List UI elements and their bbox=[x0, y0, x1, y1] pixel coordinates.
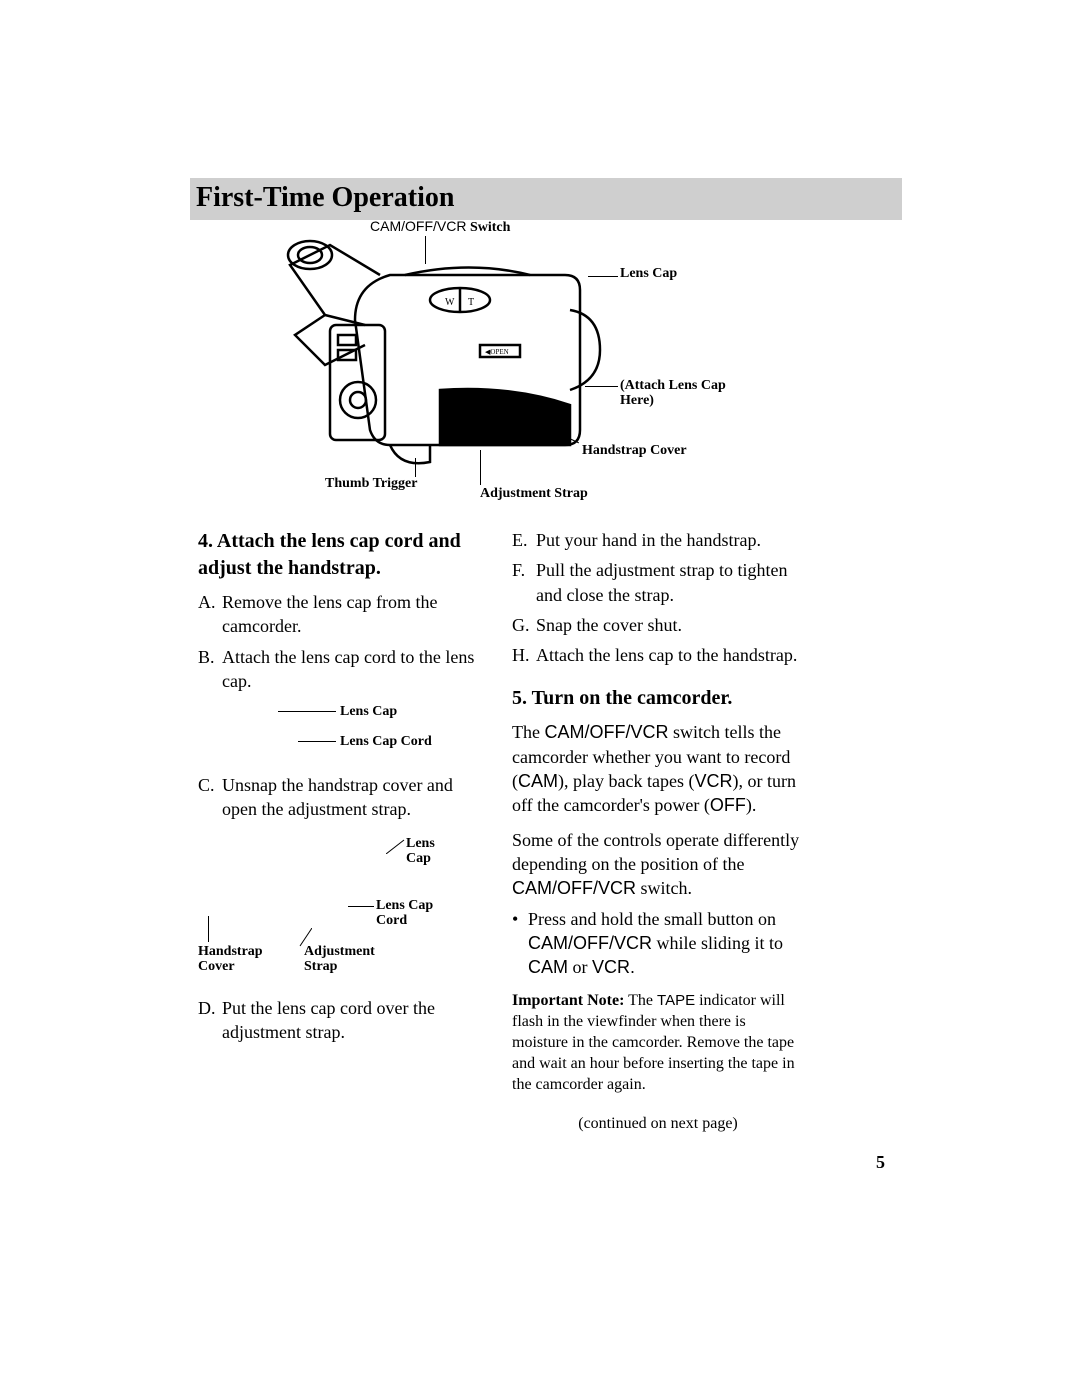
mini2-handstrap-cover: Handstrap Cover bbox=[198, 944, 263, 975]
leader-line bbox=[588, 276, 618, 277]
camcorder-illustration: W T ◀OPEN bbox=[270, 230, 630, 490]
svg-text:◀OPEN: ◀OPEN bbox=[485, 348, 509, 356]
svg-text:T: T bbox=[468, 297, 474, 308]
leader-line bbox=[298, 928, 312, 948]
mini-diagram-1: Lens Cap Lens Cap Cord bbox=[198, 703, 490, 773]
leader-line bbox=[348, 906, 374, 907]
continued-note: (continued on next page) bbox=[512, 1113, 804, 1135]
callout-handstrap-cover: Handstrap Cover bbox=[582, 443, 687, 460]
leader-line bbox=[585, 386, 618, 387]
leader-line bbox=[415, 458, 416, 476]
mini1-lens-cap: Lens Cap bbox=[340, 703, 397, 722]
page-number: 5 bbox=[876, 1152, 885, 1173]
important-note: Important Note: The TAPE indicator will … bbox=[512, 991, 804, 1095]
section-title: First-Time Operation bbox=[196, 182, 896, 214]
step-4f: F. Pull the adjustment strap to tighten … bbox=[512, 558, 804, 607]
step-4e: E. Put your hand in the handstrap. bbox=[512, 528, 804, 552]
right-column: E. Put your hand in the handstrap. F. Pu… bbox=[512, 528, 804, 1135]
mini2-lens-cap-cord: Lens Cap Cord bbox=[376, 898, 433, 929]
step5-bullet: • Press and hold the small button on CAM… bbox=[512, 907, 804, 980]
leader-line bbox=[415, 476, 416, 477]
leader-line bbox=[480, 450, 481, 485]
step5-heading: 5. Turn on the camcorder. bbox=[512, 685, 804, 712]
step-4a: A. Remove the lens cap from the camcorde… bbox=[198, 590, 490, 639]
step4-heading: 4. Attach the lens cap cord and adjust t… bbox=[198, 528, 490, 582]
step-4d: D. Put the lens cap cord over the adjust… bbox=[198, 996, 490, 1045]
leader-line bbox=[298, 741, 336, 742]
step-4h: H. Attach the lens cap to the handstrap. bbox=[512, 643, 804, 667]
step5-para2: Some of the controls operate differently… bbox=[512, 828, 804, 901]
callout-lens-cap: Lens Cap bbox=[620, 266, 677, 283]
camcorder-diagram: W T ◀OPEN bbox=[310, 218, 790, 508]
step-4g: G. Snap the cover shut. bbox=[512, 613, 804, 637]
callout-attach-here: (Attach Lens Cap Here) bbox=[620, 378, 726, 409]
mini2-lens-cap: Lens Cap bbox=[406, 836, 435, 867]
left-column: 4. Attach the lens cap cord and adjust t… bbox=[198, 528, 490, 1050]
callout-thumb-trigger: Thumb Trigger bbox=[325, 476, 417, 493]
leader-line bbox=[208, 916, 209, 942]
svg-text:W: W bbox=[445, 297, 455, 308]
leader-line bbox=[278, 711, 336, 712]
step-4c: C. Unsnap the handstrap cover and open t… bbox=[198, 773, 490, 822]
mini2-adjustment-strap: Adjustment Strap bbox=[304, 944, 375, 975]
manual-page: First-Time Operation W T bbox=[0, 0, 1080, 1397]
callout-switch: CAM/OFF/VCR Switch bbox=[370, 218, 510, 237]
section-title-bar: First-Time Operation bbox=[190, 178, 902, 220]
leader-line bbox=[425, 236, 426, 264]
callout-adjustment-strap: Adjustment Strap bbox=[480, 486, 588, 503]
mini-diagram-2: Lens Cap Lens Cap Cord Handstrap Cover A… bbox=[198, 836, 490, 996]
mini1-lens-cap-cord: Lens Cap Cord bbox=[340, 733, 432, 752]
step5-para1: The CAM/OFF/VCR switch tells the camcord… bbox=[512, 720, 804, 817]
leader-line bbox=[386, 838, 406, 854]
step-4b: B. Attach the lens cap cord to the lens … bbox=[198, 645, 490, 694]
